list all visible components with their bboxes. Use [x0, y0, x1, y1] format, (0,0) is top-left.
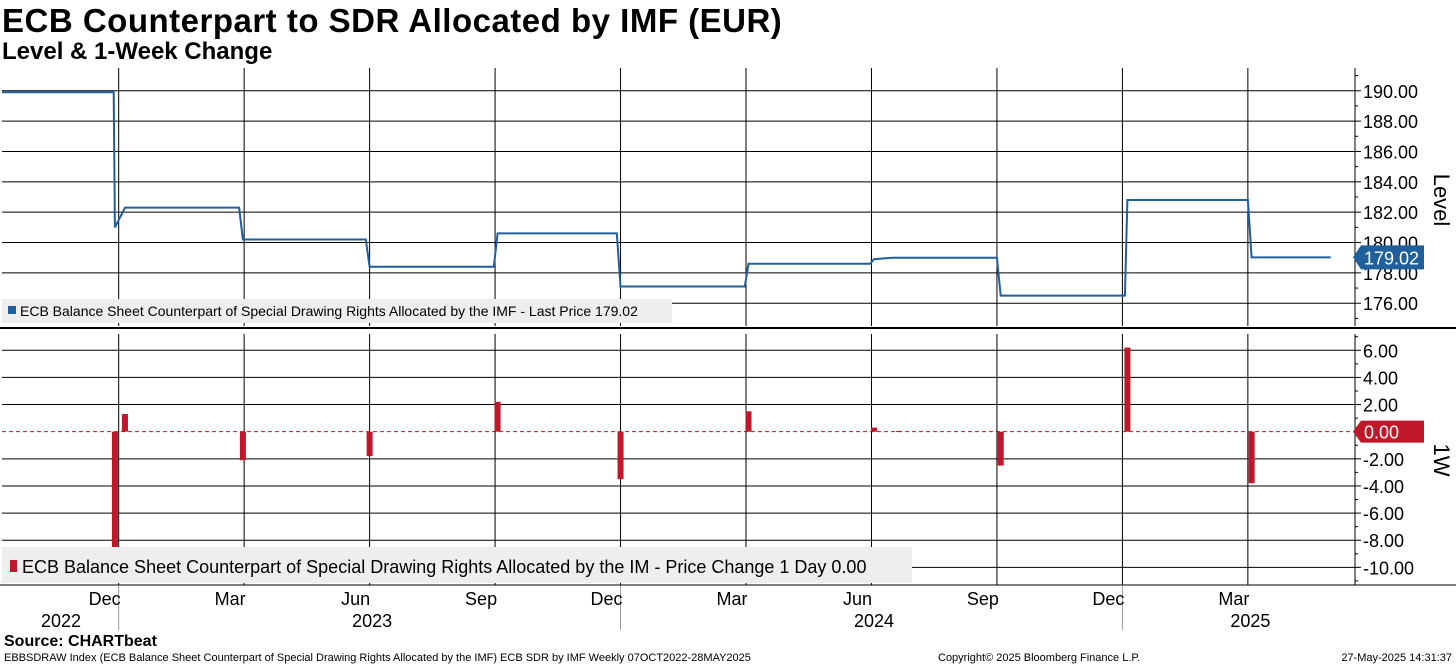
month-label: Mar	[215, 589, 246, 609]
month-label: Sep	[465, 589, 497, 609]
change-tick-label: 2.00	[1363, 396, 1398, 416]
footer-description: EBBSDRAW Index (ECB Balance Sheet Counte…	[4, 652, 751, 664]
level-axis-title: Level	[1429, 174, 1454, 227]
year-label: 2025	[1230, 611, 1270, 631]
chart-title: ECB Counterpart to SDR Allocated by IMF …	[2, 2, 783, 39]
change-tick-label: -10.00	[1363, 558, 1414, 578]
level-legend-text: ECB Balance Sheet Counterpart of Special…	[20, 303, 638, 319]
change-tick-label: -8.00	[1363, 531, 1404, 551]
month-label: Dec	[591, 589, 623, 609]
level-tick-label: 184.00	[1363, 173, 1418, 193]
month-label: Mar	[1218, 589, 1249, 609]
month-label: Dec	[89, 589, 121, 609]
change-bar	[997, 431, 1004, 466]
year-label: 2024	[854, 611, 894, 631]
change-legend-swatch	[10, 560, 17, 572]
level-last-badge	[1353, 245, 1424, 270]
change-bar	[870, 427, 877, 432]
level-tick-label: 190.00	[1363, 82, 1418, 102]
change-bar	[494, 401, 501, 432]
level-tick-label: 176.00	[1363, 294, 1418, 314]
level-series-line	[2, 91, 1331, 297]
year-label: 2023	[352, 611, 392, 631]
change-bar	[366, 431, 373, 457]
change-bar	[1248, 431, 1255, 484]
change-bar	[239, 431, 246, 461]
change-bar	[896, 431, 903, 433]
source-note: Source: CHARTbeat	[4, 633, 157, 650]
level-legend-swatch	[8, 306, 16, 314]
change-tick-label: 6.00	[1363, 341, 1398, 361]
level-last-value: 179.02	[1364, 248, 1419, 268]
month-label: Dec	[1092, 589, 1124, 609]
change-bar	[745, 411, 752, 432]
month-label: Jun	[843, 589, 872, 609]
month-label: Jun	[341, 589, 370, 609]
change-last-badge	[1353, 420, 1424, 443]
change-axis-title: 1W	[1429, 444, 1454, 477]
chart-subtitle: Level & 1-Week Change	[2, 38, 273, 65]
change-tick-label: -2.00	[1363, 450, 1404, 470]
level-tick-label: 186.00	[1363, 142, 1418, 162]
footer-copyright: Copyright© 2025 Bloomberg Finance L.P.	[938, 652, 1141, 664]
change-tick-label: 4.00	[1363, 368, 1398, 388]
level-tick-label: 188.00	[1363, 112, 1418, 132]
change-bar	[1124, 347, 1131, 432]
month-label: Mar	[717, 589, 748, 609]
change-tick-label: -6.00	[1363, 504, 1404, 524]
change-legend-text: ECB Balance Sheet Counterpart of Special…	[22, 557, 866, 577]
level-legend-box	[2, 299, 672, 323]
change-bar	[111, 431, 118, 553]
change-bar	[121, 414, 128, 432]
change-bar	[617, 431, 624, 480]
change-legend-box	[2, 547, 912, 583]
change-tick-label: -4.00	[1363, 477, 1404, 497]
level-tick-label: 182.00	[1363, 203, 1418, 223]
year-label: 2022	[41, 611, 81, 631]
month-label: Sep	[967, 589, 999, 609]
footer-timestamp: 27-May-2025 14:31:37	[1341, 652, 1452, 664]
change-last-value: 0.00	[1364, 423, 1399, 443]
